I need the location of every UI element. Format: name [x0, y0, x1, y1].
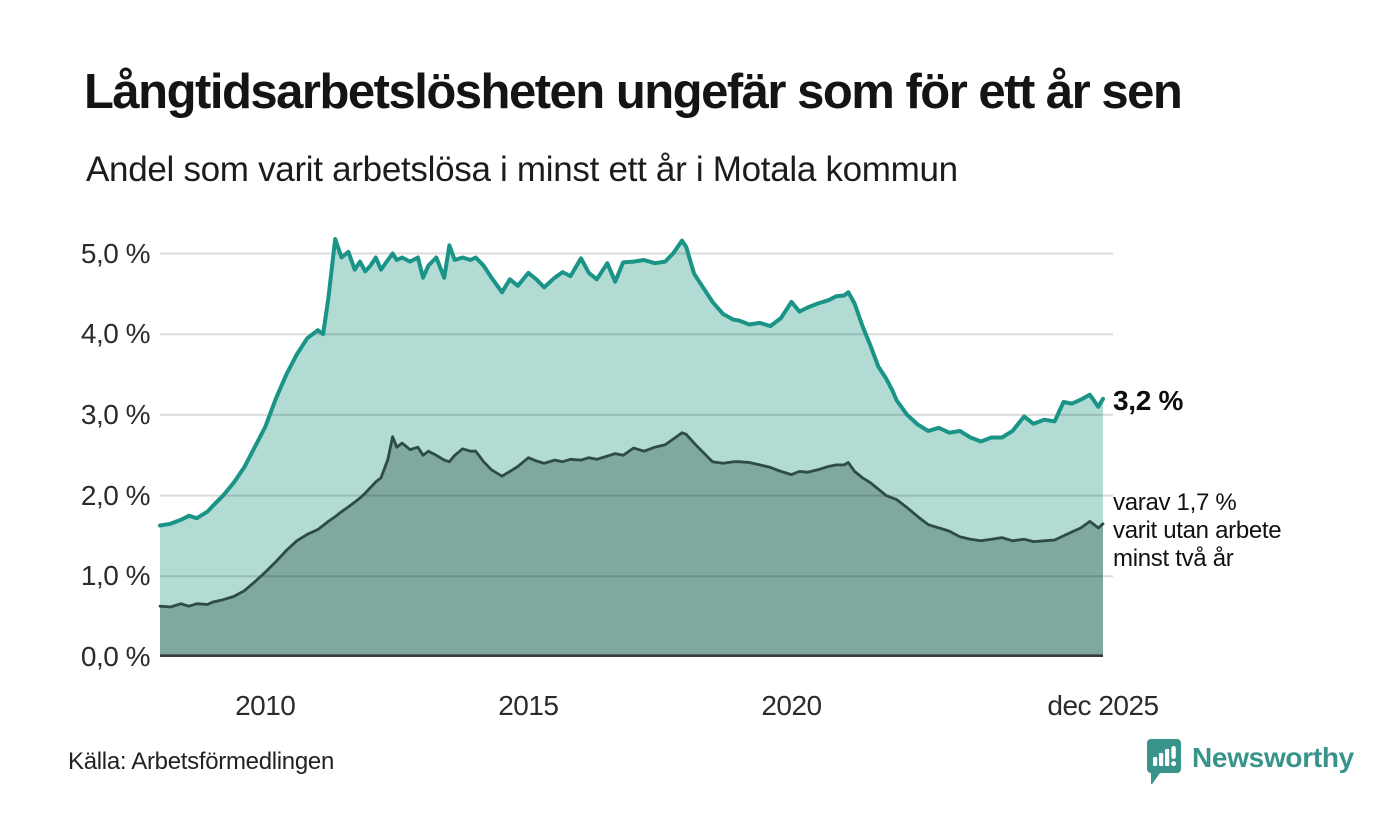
secondary-annotation-line1: varav 1,7 %: [1113, 489, 1237, 516]
y-tick-label: 0,0 %: [80, 641, 151, 672]
y-tick-label: 2,0 %: [80, 479, 151, 511]
page-title: Långtidsarbetslösheten ungefär som för e…: [84, 65, 1183, 119]
y-tick-label: 3,0 %: [80, 398, 151, 430]
secondary-value-annotation: varav 1,7 % varit utan arbete minst två …: [1113, 489, 1282, 573]
newsworthy-bubble-chart-icon: [1147, 739, 1181, 785]
newsworthy-logo: Newsworthy: [1146, 738, 1354, 788]
x-tick-label: dec 2025: [1047, 690, 1159, 721]
newsworthy-wordmark: Newsworthy: [1192, 742, 1354, 773]
y-tick-label: 5,0 %: [80, 237, 151, 269]
y-tick-label: 4,0 %: [80, 318, 151, 350]
source-credit: Källa: Arbetsförmedlingen: [68, 748, 334, 775]
chart-subtitle: Andel som varit arbetslösa i minst ett å…: [86, 150, 958, 189]
line-min-one-year: [158, 237, 1105, 528]
x-tick-label: 2020: [761, 690, 822, 721]
line-min-two-years: [158, 431, 1105, 609]
secondary-annotation-line3: minst två år: [1113, 545, 1234, 572]
x-tick-label: 2015: [498, 690, 559, 721]
secondary-annotation-line2: varit utan arbete: [1113, 517, 1282, 544]
y-tick-label: 1,0 %: [80, 560, 151, 592]
latest-value-annotation: 3,2 %: [1113, 385, 1184, 416]
stacked-area-chart: [158, 237, 1113, 658]
area-min-two-years: [160, 432, 1103, 657]
x-tick-label: 2010: [235, 690, 296, 721]
